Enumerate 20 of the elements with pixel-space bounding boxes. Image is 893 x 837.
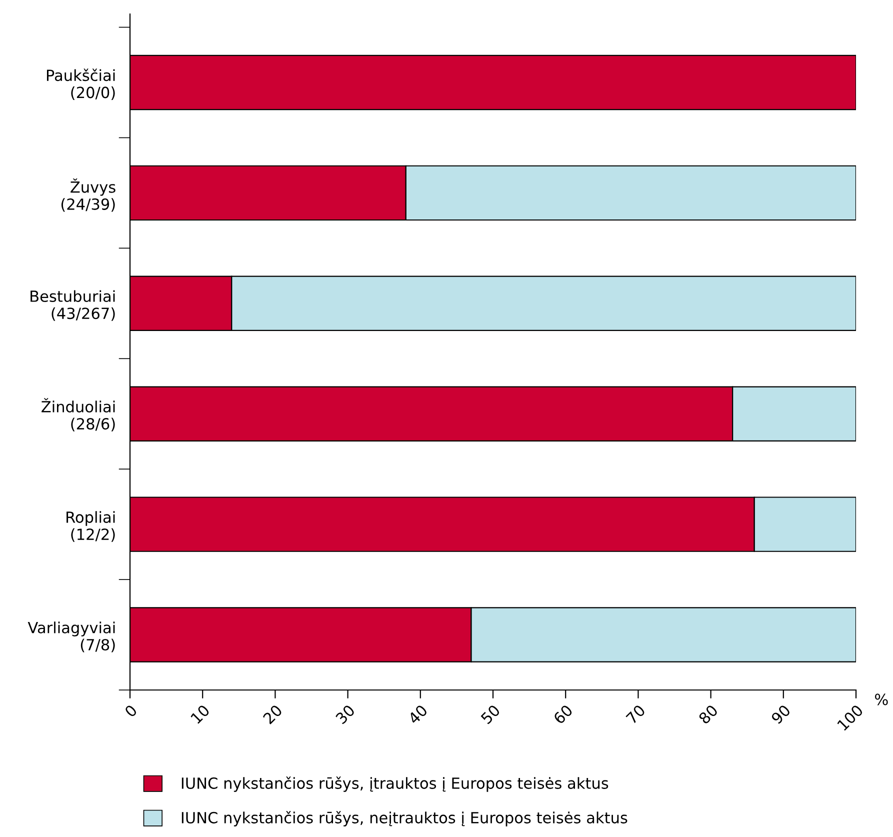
x-tick-label: 20 — [262, 704, 283, 725]
y-tick-label: Žinduoliai (28/6) — [42, 398, 115, 432]
x-tick-label: 70 — [626, 704, 646, 724]
y-tick-label: Ropliai (12/2) — [66, 511, 115, 542]
y-tick-label: Žuvys (24/39) — [61, 178, 116, 212]
x-tick-label: 80 — [698, 704, 718, 725]
y-tick-label: Varliagyviai (7/8) — [28, 622, 115, 652]
y-tick-label: Bestuburiai (43/267) — [30, 290, 115, 321]
x-tick-label: 100 — [836, 704, 864, 731]
legend-label: IUNC nykstančios rūšys, neįtrauktos į Europos teisės aktus — [182, 811, 628, 826]
x-tick-label: 40 — [407, 704, 428, 725]
x-tick-label: 90 — [770, 704, 792, 725]
legend-label: IUNC nykstančios rūšys, įtrauktos į Europos teisės aktus — [182, 776, 608, 792]
x-tick-label: 60 — [552, 704, 574, 725]
x-tick-label: 30 — [335, 704, 356, 724]
x-tick-label: 50 — [480, 704, 501, 724]
x-tick-label: 0 — [124, 704, 138, 718]
x-axis-title: % — [874, 694, 888, 706]
y-tick-label: Paukščiai (20/0) — [46, 68, 115, 100]
x-tick-label: 10 — [190, 704, 210, 724]
